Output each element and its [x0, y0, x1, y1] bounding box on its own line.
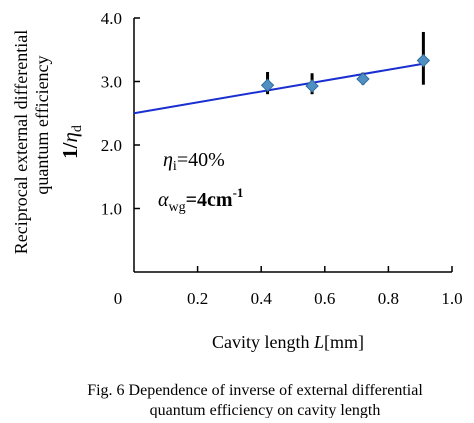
annotation-eta: ηi=40%	[163, 149, 225, 174]
x-axis-label-text: Cavity length	[212, 332, 314, 352]
y-tick-label: 2.0	[101, 136, 122, 155]
annotation-alpha: αwg=4cm-1	[158, 185, 243, 215]
fit-line	[133, 62, 424, 115]
y-tick-label: 1.0	[101, 200, 122, 219]
data-point-marker	[260, 78, 275, 93]
y-axis-symbol-eta: η	[58, 132, 82, 142]
x-tick-label: 0.2	[187, 289, 208, 308]
y-tick-label: 3.0	[101, 73, 122, 92]
x-axis-label-unit: [mm]	[324, 332, 364, 352]
data-point-marker	[416, 53, 431, 68]
annotation-alpha-sub: wg	[169, 200, 186, 215]
x-axis-label-symbol: L	[313, 332, 324, 352]
x-tick-label: 0	[114, 289, 123, 308]
y-tick-label: 4.0	[101, 9, 122, 28]
data-point-marker	[356, 72, 370, 86]
data-point-marker	[305, 79, 319, 93]
annotation-alpha-exp: -1	[233, 185, 244, 200]
y-axis-label-line1: Reciprocal external differential	[11, 30, 31, 255]
y-axis-label-line2: quantum efficiency	[32, 55, 52, 194]
x-tick-label: 0.4	[251, 289, 273, 308]
data-points	[260, 31, 431, 95]
y-axis-symbol-sub: d	[70, 125, 85, 132]
x-tick-label: 0.6	[314, 289, 335, 308]
y-axis-symbol: 1/ηd	[58, 125, 85, 159]
y-ticks: 1.0 2.0 3.0 4.0	[101, 9, 140, 219]
annotation-eta-symbol: η	[163, 149, 173, 171]
x-tick-label: 1.0	[441, 289, 462, 308]
figure-caption-line2: quantum efficiency on cavity length	[150, 402, 381, 418]
figure-caption-line1: Fig. 6 Dependence of inverse of external…	[87, 382, 423, 399]
annotation-eta-value: =40%	[177, 149, 225, 171]
x-tick-label: 0.8	[378, 289, 399, 308]
x-ticks: 0 0.2 0.4 0.6 0.8 1.0	[114, 266, 463, 308]
annotation-eta-sub: i	[173, 159, 177, 174]
y-axis-symbol-prefix: 1/	[58, 141, 82, 159]
x-axis-label: Cavity length L[mm]	[212, 332, 364, 352]
annotation-alpha-symbol: α	[158, 189, 169, 211]
annotation-alpha-value: =4cm	[186, 189, 233, 211]
